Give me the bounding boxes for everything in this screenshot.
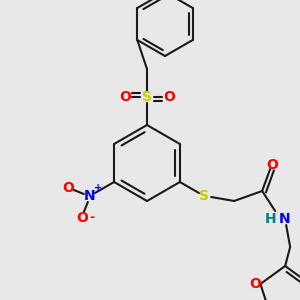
Text: N: N — [278, 212, 290, 226]
Text: S: S — [142, 90, 152, 104]
Text: N: N — [84, 189, 96, 203]
Text: O: O — [119, 90, 131, 104]
Text: O: O — [266, 158, 278, 172]
Text: S: S — [199, 189, 209, 203]
Text: O: O — [76, 211, 88, 225]
Text: O: O — [163, 90, 175, 104]
Text: H: H — [264, 212, 276, 226]
Text: -: - — [89, 212, 94, 224]
Text: +: + — [94, 183, 102, 193]
Text: O: O — [250, 277, 261, 291]
Text: O: O — [62, 181, 74, 195]
